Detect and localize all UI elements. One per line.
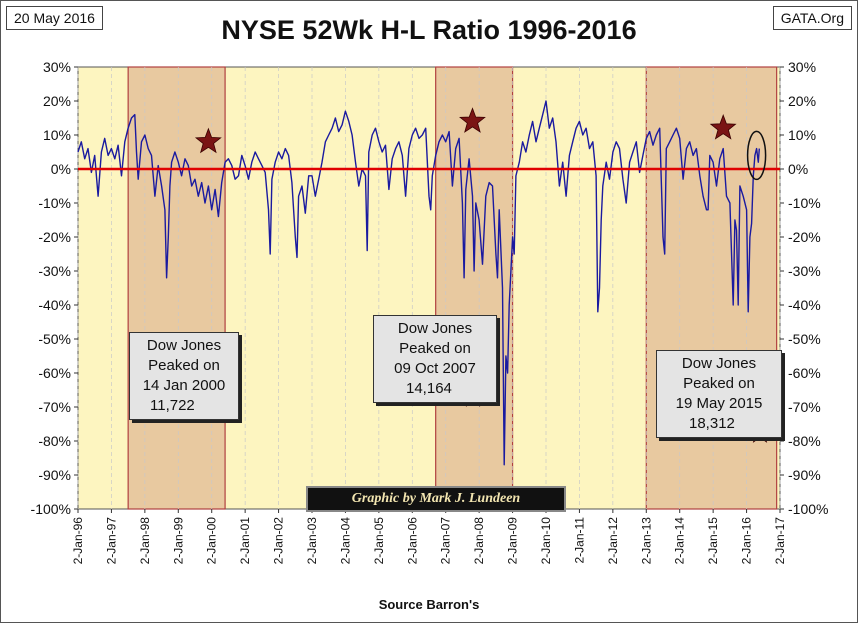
x-tick-label: 2-Jan-12 [606,517,620,565]
shaded-period-0 [127,66,226,510]
date-label: 20 May 2016 [6,6,103,30]
y-tick-label-left: -40% [38,297,71,313]
y-tick-label-right: -10% [788,195,821,211]
annotation-line: Dow Jones [397,320,473,337]
y-tick-label-left: -30% [38,263,71,279]
annotation-line: Dow Jones [146,337,222,354]
y-tick-label-left: 30% [43,59,71,75]
x-tick-label: 2-Jan-14 [673,517,687,565]
x-tick-label: 2-Jan-17 [773,517,787,565]
y-tick-label-right: -30% [788,263,821,279]
x-tick-label: 2-Jan-03 [305,517,319,565]
x-tick-label: 2-Jan-96 [71,517,85,565]
y-tick-label-right: -20% [788,229,821,245]
y-tick-label-left: -100% [31,501,71,517]
y-tick-label-left: -10% [38,195,71,211]
annotation-line: 19 May 2015 [675,395,763,412]
x-tick-label: 2-Jan-98 [138,517,152,565]
annotation-line: Peaked on [683,375,755,392]
y-tick-label-left: 0% [51,161,71,177]
x-tick-label: 2-Jan-04 [338,517,352,565]
peak-star-2 [709,114,737,140]
credit-banner: Graphic by Mark J. Lundeen [306,486,566,512]
annotation-line: Peaked on [148,357,220,374]
annotation-dow-peak-2000: Dow Jones Peaked on 14 Jan 2000 11,722 [129,332,239,420]
series-line [77,100,760,466]
x-tick-label: 2-Jan-97 [104,517,118,565]
x-tick-label: 2-Jan-13 [639,517,653,565]
y-tick-label-left: -60% [38,365,71,381]
annotation-dow-peak-2007: Dow Jones Peaked on 09 Oct 2007 14,164 [373,315,497,403]
x-tick-label: 2-Jan-01 [238,517,252,565]
y-tick-label-left: -50% [38,331,71,347]
annotation-line: 14 Jan 2000 [142,377,226,394]
chart-title: NYSE 52Wk H-L Ratio 1996-2016 [221,15,637,45]
annotation-line: 18,312 [689,415,735,432]
y-tick-label-left: -20% [38,229,71,245]
highlight-ellipse [746,130,767,181]
shaded-period-2 [645,66,778,510]
annotation-line: 11,722 [150,397,195,414]
y-tick-label-right: -60% [788,365,821,381]
x-tick-label: 2-Jan-08 [472,517,486,565]
shaded-period-1 [435,66,514,510]
x-tick-label: 2-Jan-02 [272,517,286,565]
y-tick-label-right: -70% [788,399,821,415]
y-tick-label-left: 20% [43,93,71,109]
x-axis-label: Source Barron's [378,597,480,612]
annotation-line: Peaked on [399,340,471,357]
y-tick-label-right: 30% [788,59,816,75]
x-tick-label: 2-Jan-16 [740,517,754,565]
annotation-dow-peak-2015: Dow Jones Peaked on 19 May 2015 18,312 [656,350,782,438]
x-tick-label: 2-Jan-99 [171,517,185,565]
annotation-line: 09 Oct 2007 [394,360,476,377]
peak-star-1 [459,107,486,133]
y-tick-label-right: -50% [788,331,821,347]
x-tick-label: 2-Jan-10 [539,517,553,565]
y-tick-label-right: -100% [788,501,828,517]
x-tick-label: 2-Jan-05 [372,517,386,565]
y-tick-label-left: 10% [43,127,71,143]
x-tick-label: 2-Jan-09 [506,517,520,565]
y-tick-label-left: -90% [38,467,71,483]
x-tick-label: 2-Jan-00 [205,517,219,565]
x-tick-label: 2-Jan-06 [405,517,419,565]
y-tick-label-left: -80% [38,433,71,449]
y-tick-label-right: -80% [788,433,821,449]
y-tick-label-right: -40% [788,297,821,313]
annotation-line: 14,164 [406,380,452,397]
y-tick-label-left: -70% [38,399,71,415]
y-tick-label-right: -90% [788,467,821,483]
y-tick-label-right: 0% [788,161,808,177]
annotation-line: Dow Jones [681,355,757,372]
x-tick-label: 2-Jan-11 [572,517,586,564]
y-tick-label-right: 20% [788,93,816,109]
peak-star-0 [194,127,222,154]
x-tick-label: 2-Jan-15 [706,517,720,565]
y-tick-label-right: 10% [788,127,816,143]
x-tick-label: 2-Jan-07 [439,517,453,565]
source-site-label: GATA.Org [772,6,852,30]
